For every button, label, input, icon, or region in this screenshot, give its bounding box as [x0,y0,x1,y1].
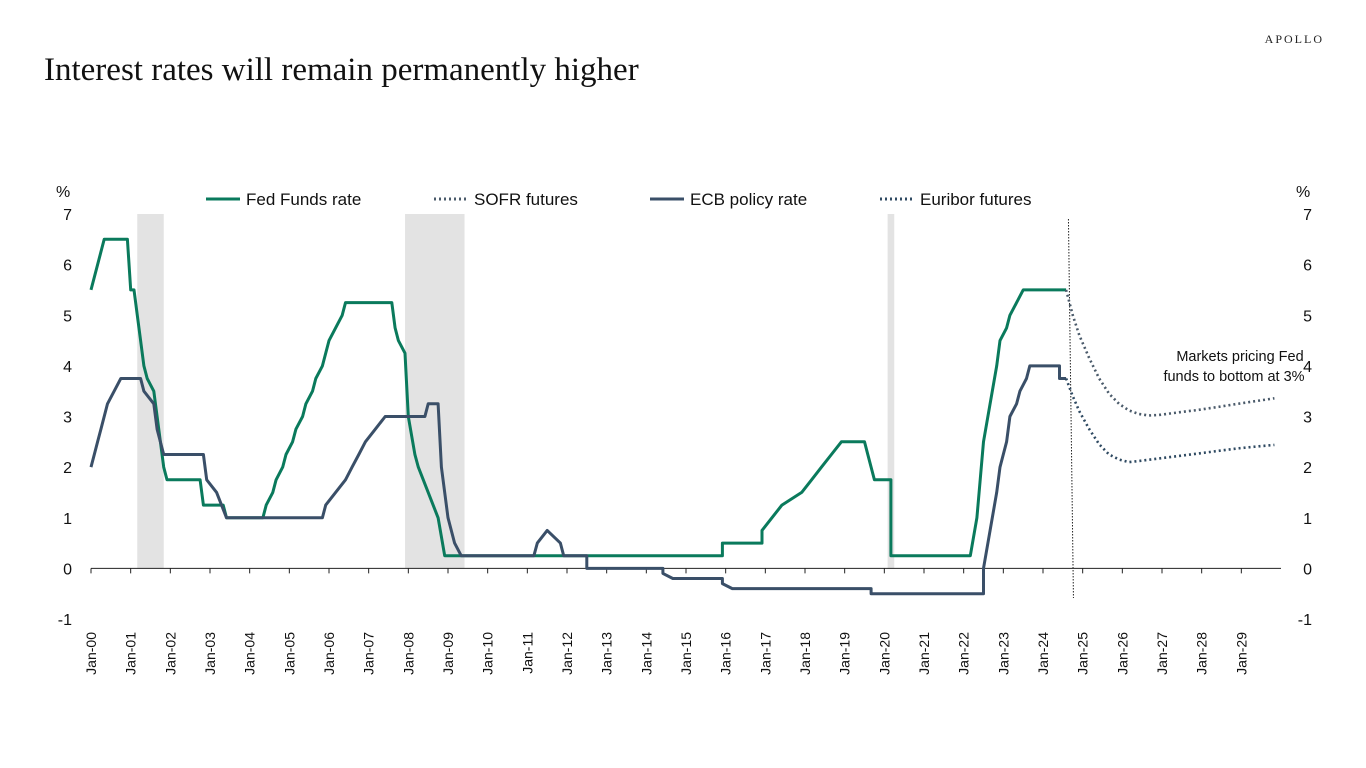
x-tick-label: Jan-11 [519,632,535,674]
x-tick-label: Jan-18 [797,632,813,675]
x-tick-label: Jan-12 [559,632,575,675]
legend-label-sofr: SOFR futures [474,190,578,209]
y-tick-label-left: 3 [63,410,72,427]
y-tick-label-right: 3 [1303,410,1312,427]
x-tick-label: Jan-02 [162,632,178,675]
y-axis-left: -1 0 1 2 3 4 5 6 7 [58,207,72,629]
x-tick-label: Jan-22 [956,632,972,675]
x-tick-label: Jan-16 [718,632,734,675]
x-tick-label: Jan-03 [202,632,218,675]
x-tick-label: Jan-10 [480,632,496,675]
y-tick-label-left: 7 [63,207,72,224]
y-tick-label-right: 7 [1303,207,1312,224]
x-tick-label: Jan-00 [83,632,99,675]
x-tick-label: Jan-27 [1154,632,1170,675]
recession-bands [137,214,895,569]
x-tick-label: Jan-20 [876,632,892,675]
legend-label-euribor: Euribor futures [920,190,1032,209]
y-tick-label-left: 6 [63,258,72,275]
series-line-fed-funds-rate [89,237,1067,558]
x-tick-label: Jan-15 [678,632,694,675]
y-tick-label-right: 2 [1303,460,1312,477]
series-line-euribor-futures [1064,378,1275,464]
x-tick-label: Jan-09 [440,632,456,675]
annotation-line-1: Markets pricing Fed [1176,349,1303,365]
y-tick-label-left: 0 [63,561,72,578]
x-tick-label: Jan-29 [1233,632,1249,675]
series-line-ecb-policy-rate [89,364,1067,596]
x-tick-label: Jan-28 [1194,632,1210,675]
x-axis: Jan-00 Jan-01 Jan-02 Jan-03 Jan-04 Jan-05 Jan-… [83,568,1249,675]
legend-label-fed: Fed Funds rate [246,190,361,209]
x-tick-label: Jan-24 [1035,632,1051,675]
x-tick-label: Jan-14 [638,632,654,675]
forecast-divider [1067,218,1074,599]
y-axis-right: -1 0 1 2 3 4 5 6 7 [1298,207,1312,629]
y-tick-label-left: 2 [63,460,72,477]
x-tick-label: Jan-08 [400,632,416,675]
recession-band-2 [887,214,895,569]
x-tick-label: Jan-23 [995,632,1011,675]
x-tick-label: Jan-19 [837,632,853,675]
x-tick-label: Jan-21 [916,632,932,675]
x-tick-label: Jan-07 [361,632,377,675]
x-tick-label: Jan-04 [242,632,258,675]
right-axis-unit: % [1296,184,1310,201]
y-tick-label-right: 0 [1303,561,1312,578]
y-tick-label-left: 4 [63,359,72,376]
series [89,237,1275,596]
y-tick-label-right: 1 [1303,511,1312,528]
x-tick-label: Jan-06 [321,632,337,675]
annotation-line-2: funds to bottom at 3% [1163,369,1304,385]
legend-label-ecb: ECB policy rate [690,190,807,209]
x-tick-label: Jan-26 [1114,632,1130,675]
y-tick-label-right: -1 [1298,612,1312,629]
x-tick-label: Jan-25 [1075,632,1091,675]
recession-band-1 [405,214,465,569]
y-tick-label-left: -1 [58,612,72,629]
brand-logo: APOLLO [1264,32,1324,46]
recession-band-0 [137,214,164,569]
y-tick-label-left: 5 [63,308,72,325]
series-line-sofr-futures [1064,289,1275,417]
legend: Fed Funds rate SOFR futures ECB policy r… [206,190,1032,209]
x-tick-label: Jan-17 [757,632,773,675]
x-tick-label: Jan-13 [599,632,615,675]
page-title: Interest rates will remain permanently h… [44,52,639,88]
y-tick-label-right: 6 [1303,258,1312,275]
y-tick-label-left: 1 [63,511,72,528]
y-tick-label-right: 5 [1303,308,1312,325]
x-tick-label: Jan-01 [123,632,139,675]
x-tick-label: Jan-05 [281,632,297,675]
y-tick-label-right: 4 [1303,359,1312,376]
left-axis-unit: % [56,184,70,201]
